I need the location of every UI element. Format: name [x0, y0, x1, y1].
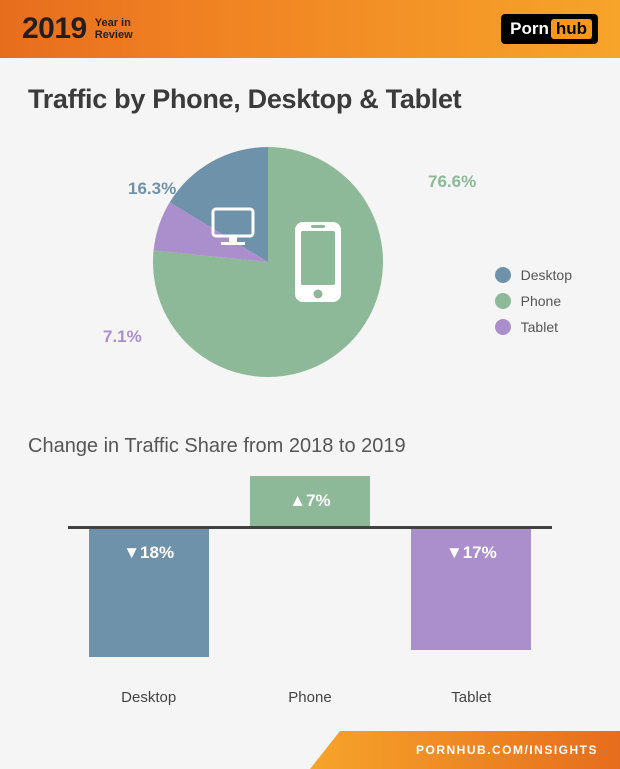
logo-left-text: Porn [510, 19, 549, 39]
legend-swatch [495, 293, 511, 309]
pie-section: 76.6% 7.1% 16.3% Desktop Phone Tablet [28, 137, 592, 417]
legend-item-desktop: Desktop [495, 267, 572, 283]
bars-row: ▼18% ▲7% ▼17% [68, 476, 552, 676]
bar-desktop: ▼18% [89, 529, 209, 657]
subtitle-text: Change in Traffic Share from 2018 to 201… [28, 435, 592, 458]
footer-ribbon: PORNHUB.COM/INSIGHTS [310, 731, 620, 769]
bar-category-labels: Desktop Phone Tablet [68, 689, 552, 706]
header-bar: 2019 Year in Review Porn hub [0, 0, 620, 58]
content-area: Traffic by Phone, Desktop & Tablet 76.6%… [0, 58, 620, 706]
logo-right-text: hub [551, 19, 592, 39]
legend-item-phone: Phone [495, 293, 572, 309]
year-sub-line1: Year in [95, 17, 133, 29]
legend-swatch [495, 267, 511, 283]
pie-svg [153, 147, 383, 377]
bar-category-phone: Phone [240, 689, 380, 706]
phone-icon [295, 222, 341, 302]
year-subtitle: Year in Review [95, 17, 133, 41]
legend-item-tablet: Tablet [495, 319, 572, 335]
pie-chart [153, 147, 383, 382]
bar-col-desktop: ▼18% [79, 476, 219, 676]
brand-logo: Porn hub [501, 14, 598, 44]
year-in-review: 2019 Year in Review [22, 12, 133, 46]
year-sub-line2: Review [95, 29, 133, 41]
bar-category-desktop: Desktop [79, 689, 219, 706]
pie-label-phone: 76.6% [428, 172, 476, 192]
year-number: 2019 [22, 12, 87, 46]
bar-chart: ▼18% ▲7% ▼17% Desktop Phone Tablet [68, 476, 552, 706]
legend-swatch [495, 319, 511, 335]
pie-label-tablet: 7.1% [103, 327, 142, 347]
bar-category-tablet: Tablet [401, 689, 541, 706]
bar-col-tablet: ▼17% [401, 476, 541, 676]
bar-tablet: ▼17% [411, 529, 531, 650]
page-title: Traffic by Phone, Desktop & Tablet [28, 84, 592, 115]
bar-phone: ▲7% [250, 476, 370, 526]
legend-label: Phone [521, 293, 561, 309]
legend-label: Tablet [521, 319, 558, 335]
pie-legend: Desktop Phone Tablet [495, 267, 572, 345]
legend-label: Desktop [521, 267, 572, 283]
pie-label-desktop: 16.3% [128, 179, 176, 199]
bar-col-phone: ▲7% [240, 476, 380, 676]
footer-text: PORNHUB.COM/INSIGHTS [310, 731, 620, 769]
